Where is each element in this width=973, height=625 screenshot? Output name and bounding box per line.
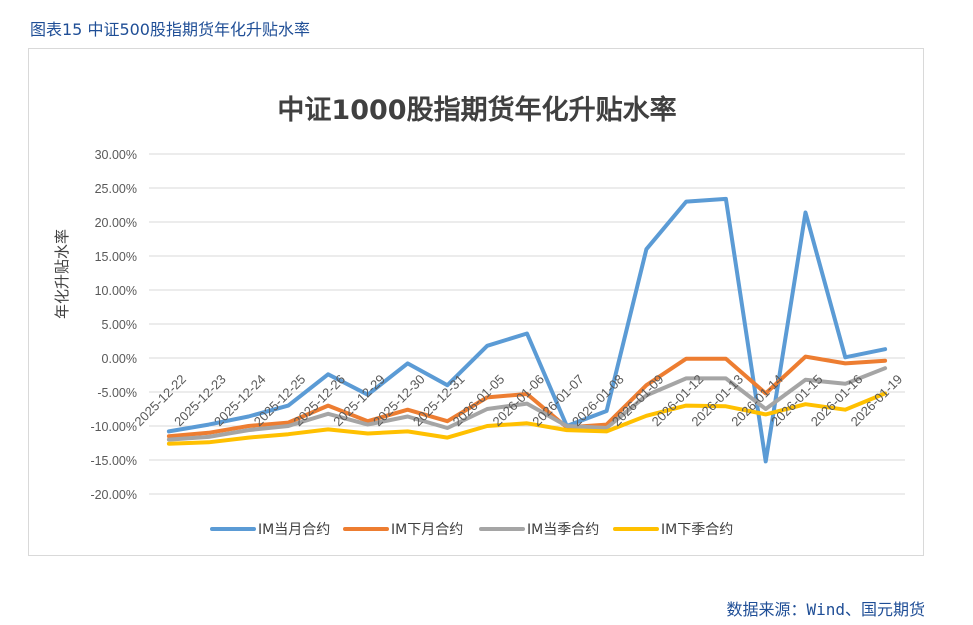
y-tick-label: -20.00% [90, 488, 137, 502]
figure-caption: 图表15 中证500股指期货年化升贴水率 [30, 20, 310, 39]
y-tick-label: 15.00% [95, 250, 137, 264]
y-tick-label: 0.00% [102, 352, 137, 366]
y-tick-label: 30.00% [95, 148, 137, 162]
chart-title: 中证1000股指期货年化升贴水率 [277, 94, 676, 126]
legend-label: IM当月合约 [258, 522, 330, 538]
series-line-2 [166, 354, 888, 439]
chart: 中证1000股指期货年化升贴水率 30.00% 25.00% 20.00% 15.00%… [53, 94, 905, 538]
chart-frame: 中证1000股指期货年化升贴水率 30.00% 25.00% 20.00% 15.00%… [28, 48, 924, 556]
source-note: 数据来源：Wind、国元期货 [726, 600, 925, 619]
legend-label: IM下月合约 [391, 522, 463, 538]
series-line-4 [166, 391, 888, 446]
legend-label: IM当季合约 [527, 522, 599, 538]
y-tick-label: -15.00% [90, 454, 137, 468]
y-tick-label: -5.00% [97, 386, 137, 400]
y-tick-label: 10.00% [95, 284, 137, 298]
legend-label: IM下季合约 [661, 522, 733, 538]
y-axis-label: 年化升贴水率 [53, 229, 71, 319]
y-tick-label: 20.00% [95, 216, 137, 230]
series-line-1 [166, 196, 888, 464]
y-tick-label: 25.00% [95, 182, 137, 196]
y-tick-label: -10.00% [90, 420, 137, 434]
series-line-3 [166, 366, 888, 442]
y-tick-label: 5.00% [102, 318, 137, 332]
